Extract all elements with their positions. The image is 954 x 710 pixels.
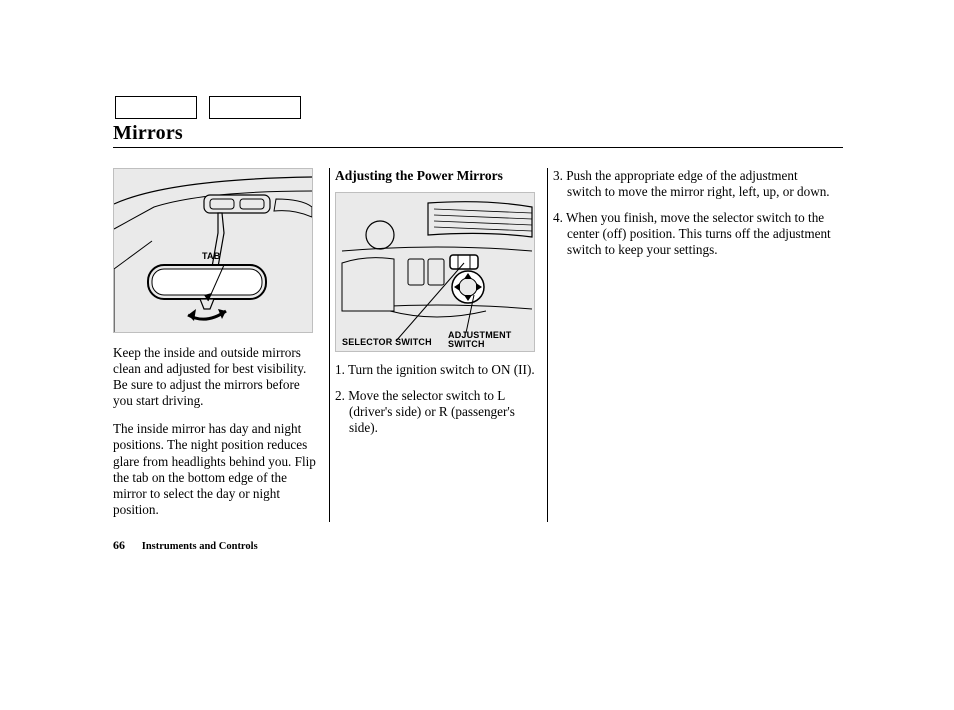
step-4: 4. When you finish, move the selector sw…	[553, 210, 833, 258]
figure-power-mirror-controls: SELECTOR SWITCH ADJUSTMENT SWITCH	[335, 192, 535, 352]
column-3: 3. Push the appropriate edge of the adju…	[543, 168, 833, 530]
page-footer: 66 Instruments and Controls	[113, 538, 258, 553]
column-2: Adjusting the Power Mirrors	[325, 168, 543, 530]
page-number: 66	[113, 538, 125, 552]
steps-list-col3: 3. Push the appropriate edge of the adju…	[553, 168, 833, 258]
header-tab-boxes	[115, 96, 301, 119]
step-2: 2. Move the selector switch to L (driver…	[335, 388, 535, 436]
header-tab-box-1	[115, 96, 197, 119]
header-tab-box-2	[209, 96, 301, 119]
figure-rearview-mirror: TAB	[113, 168, 313, 333]
section-title: Mirrors	[113, 122, 183, 145]
chapter-name: Instruments and Controls	[142, 541, 258, 552]
column-1: TAB Keep the inside and outside mirrors …	[113, 168, 325, 530]
steps-list-col2: 1. Turn the ignition switch to ON (II). …	[335, 362, 535, 436]
dash-controls-svg	[336, 193, 535, 352]
title-rule	[113, 147, 843, 148]
step-3: 3. Push the appropriate edge of the adju…	[553, 168, 833, 200]
manual-page: Mirrors	[0, 0, 954, 710]
label-selector-switch: SELECTOR SWITCH	[342, 337, 432, 347]
col1-paragraph-2: The inside mirror has day and night posi…	[113, 421, 317, 518]
step-1: 1. Turn the ignition switch to ON (II).	[335, 362, 535, 378]
col1-paragraph-1: Keep the inside and outside mirrors clea…	[113, 345, 317, 409]
subheading-adjusting-power-mirrors: Adjusting the Power Mirrors	[335, 168, 535, 184]
columns: TAB Keep the inside and outside mirrors …	[113, 168, 843, 530]
label-adjustment-line2: SWITCH	[448, 339, 485, 349]
label-tab: TAB	[202, 251, 220, 261]
label-adjustment-switch: ADJUSTMENT SWITCH	[448, 331, 512, 350]
